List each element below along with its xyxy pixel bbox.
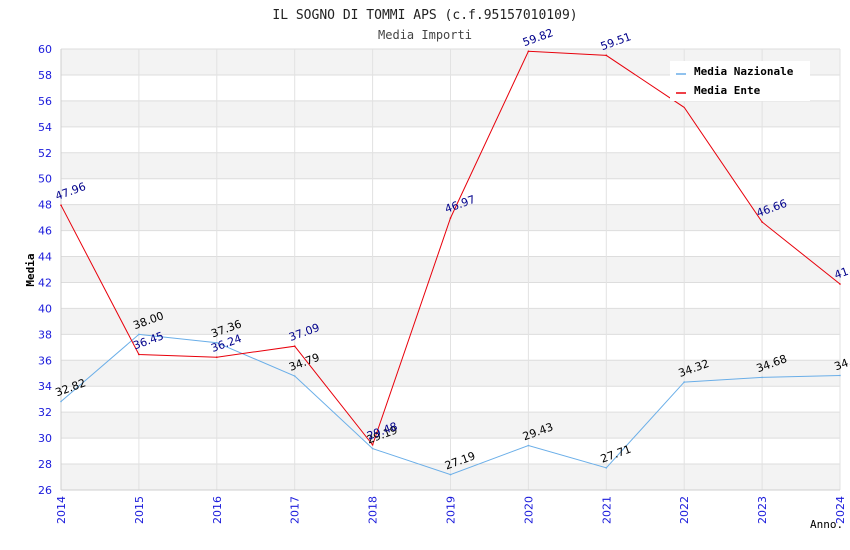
y-tick-label: 42	[38, 276, 52, 289]
data-point	[293, 345, 296, 347]
data-label: 47.96	[54, 180, 88, 203]
legend-label: Media Ente	[694, 84, 761, 97]
x-tick-label: 2018	[367, 496, 380, 524]
x-tick-label: 2022	[678, 496, 691, 524]
y-tick-label: 34	[38, 380, 52, 393]
data-point	[605, 467, 608, 469]
legend: Media Nazionale Media Ente	[670, 61, 810, 101]
y-tick-label: 46	[38, 225, 52, 238]
data-point	[371, 444, 374, 446]
data-point	[761, 221, 763, 223]
data-point	[683, 381, 685, 383]
y-tick-label: 58	[38, 69, 52, 82]
data-point	[371, 447, 374, 450]
legend-box	[670, 61, 810, 101]
x-tick-label: 2019	[445, 496, 458, 524]
data-point	[449, 217, 452, 219]
y-axis-label: Media	[24, 253, 37, 286]
y-tick-labels: 26 28 30 32 34 36 38 40 42 44 46 48 50 52 54 56 58 60	[38, 43, 52, 497]
data-label: 59.82	[521, 26, 555, 49]
series-lines	[60, 50, 841, 476]
y-tick-label: 36	[38, 354, 52, 367]
y-tick-label: 48	[38, 199, 52, 212]
y-tick-label: 32	[38, 406, 52, 419]
y-tick-label: 38	[38, 328, 52, 341]
x-tick-label: 2023	[756, 496, 769, 524]
data-point	[293, 375, 296, 377]
data-point	[138, 353, 140, 356]
x-tick-label: 2024	[834, 496, 847, 524]
x-axis-label: Anno.	[810, 518, 843, 531]
data-point	[216, 341, 218, 344]
y-tick-label: 52	[38, 147, 52, 160]
x-tick-label: 2020	[522, 496, 535, 524]
x-tick-label: 2021	[600, 496, 613, 524]
x-tick-label: 2017	[289, 496, 302, 524]
y-tick-label: 44	[38, 251, 52, 264]
data-point	[839, 374, 841, 377]
data-label: 27.71	[599, 443, 633, 466]
legend-label: Media Nazionale	[694, 65, 794, 78]
y-tick-label: 26	[38, 484, 52, 497]
data-label: 34.83	[833, 350, 850, 373]
data-point	[138, 333, 140, 336]
x-tick-label: 2014	[55, 496, 68, 524]
x-tick-label: 2015	[133, 496, 146, 524]
x-tick-labels: 2014 2015 2016 2017 2018 2019 2020 2021 2022 2023…	[55, 496, 847, 524]
data-point	[60, 400, 62, 403]
data-point	[60, 204, 62, 206]
chart-title: IL SOGNO DI TOMMI APS (c.f.95157010109)	[272, 8, 577, 23]
data-point	[527, 50, 530, 53]
data-point	[839, 283, 841, 285]
data-point	[527, 444, 530, 447]
axes	[60, 49, 840, 491]
x-tick-label: 2016	[211, 496, 224, 524]
y-tick-label: 28	[38, 458, 52, 471]
data-point	[216, 356, 218, 358]
data-point	[761, 376, 763, 379]
y-tick-label: 30	[38, 432, 52, 445]
data-point	[449, 473, 452, 476]
y-tick-label: 40	[38, 302, 52, 315]
grid-lines	[60, 48, 841, 491]
data-point	[605, 54, 608, 57]
y-tick-label: 60	[38, 43, 52, 56]
y-tick-label: 54	[38, 121, 52, 134]
chart-subtitle: Media Importi	[378, 28, 472, 42]
y-tick-label: 56	[38, 95, 52, 108]
y-tick-label: 50	[38, 173, 52, 186]
